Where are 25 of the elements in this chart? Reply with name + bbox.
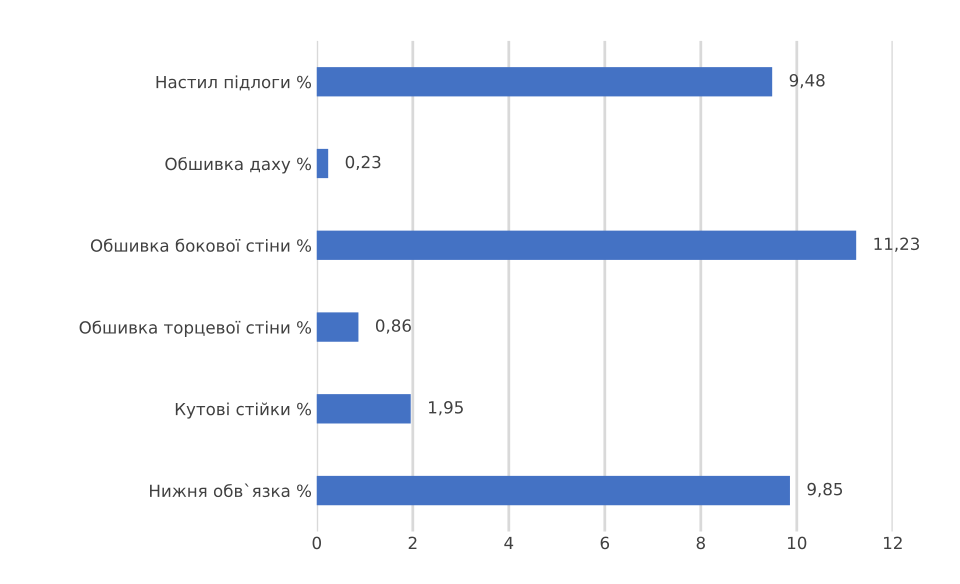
bar — [316, 394, 411, 424]
y-tick-label: Обшивка даху % — [165, 157, 312, 174]
data-label: 0,23 — [346, 156, 380, 170]
data-label: 0,86 — [376, 319, 411, 334]
bar — [316, 312, 358, 342]
bar — [316, 67, 772, 96]
y-tick-label: Кутові стійки % — [176, 402, 312, 419]
y-tick-label: Обшивка торцевої стіни % — [80, 320, 312, 337]
data-label: 9,85 — [807, 482, 842, 498]
x-tick-label: 2 — [408, 536, 416, 549]
y-tick-label: Настил підлоги % — [156, 75, 312, 90]
x-tick-label: 12 — [884, 536, 902, 549]
x-tick-label: 4 — [504, 536, 514, 549]
bar — [316, 230, 856, 260]
y-tick-label: Нижня обв`язка % — [150, 484, 312, 498]
x-tick-label: 10 — [788, 536, 806, 550]
bar — [316, 148, 328, 178]
data-label: 11,23 — [874, 238, 920, 252]
bar — [316, 476, 790, 506]
x-tick-label: 8 — [696, 536, 705, 550]
data-label: 9,48 — [790, 74, 825, 88]
y-tick-label: Обшивка бокової стіни % — [90, 238, 312, 252]
data-label: 1,95 — [429, 401, 463, 416]
x-tick-label: 6 — [600, 536, 610, 550]
x-tick-label: 0 — [312, 536, 321, 550]
